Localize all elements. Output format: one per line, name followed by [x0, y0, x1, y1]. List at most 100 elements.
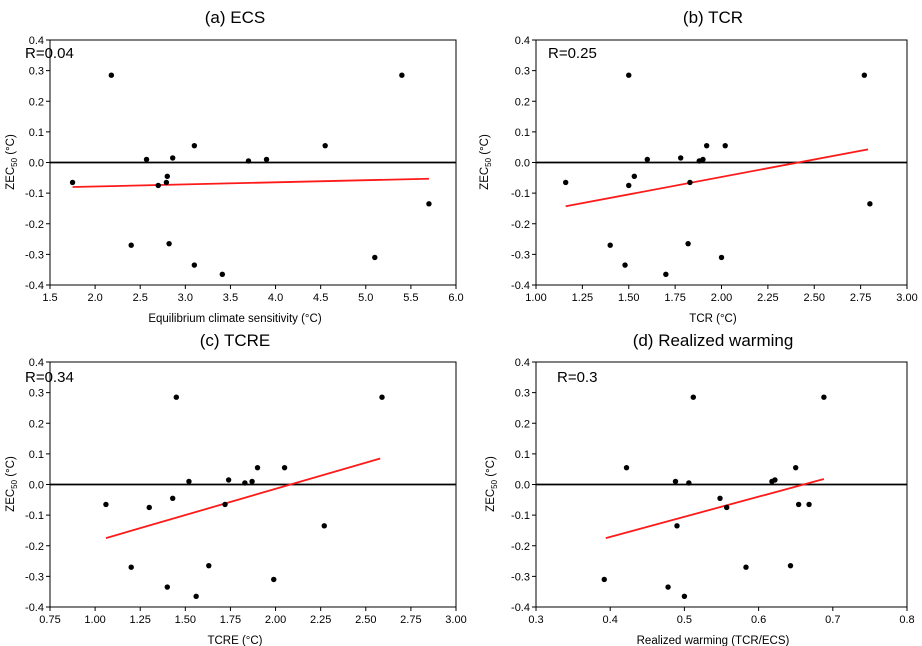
data-point — [686, 480, 692, 486]
y-tick-label: -0.1 — [511, 188, 530, 200]
x-tick-label: 2.25 — [310, 614, 331, 626]
correlation-label: R=0.3 — [557, 369, 597, 386]
y-tick-label: 0.3 — [515, 388, 530, 400]
y-tick-label: -0.4 — [25, 280, 44, 292]
data-point — [867, 201, 873, 207]
x-tick-label: 0.5 — [677, 614, 692, 626]
x-tick-label: 3.5 — [223, 292, 238, 304]
panel-title: (d) Realized warming — [633, 331, 794, 350]
panel-title: (b) TCR — [683, 8, 743, 27]
x-tick-label: 1.00 — [84, 614, 105, 626]
data-point — [674, 523, 680, 529]
y-tick-label: -0.2 — [511, 541, 530, 553]
data-point — [170, 495, 176, 501]
regression-line — [72, 177, 429, 188]
data-point — [163, 179, 170, 186]
data-point — [644, 156, 650, 163]
y-tick-label: -0.4 — [25, 602, 44, 614]
panel-realized-warming: (d) Realized warming R=0.3 Realized warm… — [485, 331, 915, 646]
y-axis-label-unit: (°C) — [485, 456, 497, 480]
data-point — [103, 501, 109, 508]
x-tick-label: 0.3 — [528, 614, 543, 626]
x-tick-label: 0.75 — [39, 614, 60, 626]
y-tick-label: -0.1 — [25, 510, 44, 522]
y-tick-label: 0.0 — [29, 480, 44, 492]
data-point — [379, 394, 385, 400]
x-tick-label: 2.50 — [355, 614, 376, 626]
y-tick-label: 0.3 — [29, 66, 44, 78]
data-point — [787, 562, 794, 569]
data-point — [821, 394, 827, 400]
data-point — [249, 478, 255, 485]
data-point — [623, 464, 630, 471]
data-point — [426, 201, 432, 207]
data-point — [242, 480, 248, 486]
data-point — [626, 72, 632, 78]
y-axis-label-main: ZEC — [5, 489, 17, 512]
panel-ecs: (a) ECS R=0.04 Equilibrium climate sensi… — [5, 8, 464, 325]
data-point — [743, 564, 749, 570]
data-point — [607, 242, 613, 248]
panel-title: (c) TCRE — [200, 331, 271, 350]
y-tick-label: -0.4 — [511, 602, 530, 614]
x-tick-label: 5.0 — [358, 292, 373, 304]
panel-tcr: (b) TCR R=0.25 TCR (°C) ZEC50 (°C) -0.4 -… — [479, 8, 918, 325]
x-tick-label: 1.5 — [42, 292, 57, 304]
data-point — [222, 501, 228, 508]
data-point — [687, 179, 693, 186]
x-tick-label: 0.4 — [603, 614, 618, 626]
data-point — [263, 156, 270, 163]
data-point — [690, 394, 697, 400]
y-tick-label: 0.4 — [515, 35, 530, 47]
y-axis-label-unit: (°C) — [5, 456, 17, 480]
y-tick-label: 0.3 — [515, 66, 530, 78]
data-point — [399, 72, 405, 78]
y-tick-label: 0.2 — [29, 418, 44, 430]
data-point — [372, 254, 378, 261]
data-point — [143, 156, 150, 163]
x-tick-label: 1.75 — [664, 292, 685, 304]
x-tick-label: 4.0 — [268, 292, 283, 304]
y-tick-label: 0.0 — [515, 480, 530, 492]
data-point — [806, 501, 812, 508]
data-point — [722, 142, 728, 149]
y-tick-label: 0.0 — [29, 158, 44, 170]
y-axis-label-main: ZEC — [5, 167, 17, 190]
y-tick-label: 0.4 — [29, 35, 44, 47]
x-tick-label: 2.00 — [265, 614, 286, 626]
x-axis-label: TCRE (°C) — [207, 635, 262, 646]
y-tick-label: 0.2 — [29, 96, 44, 108]
data-point — [186, 478, 192, 485]
x-tick-label: 6.0 — [448, 292, 463, 304]
y-tick-label: 0.1 — [29, 127, 44, 139]
correlation-label: R=0.25 — [548, 45, 597, 62]
data-point — [245, 158, 252, 164]
data-point — [601, 576, 607, 583]
y-tick-label: -0.3 — [25, 249, 44, 261]
data-point — [191, 262, 198, 268]
data-point — [723, 504, 730, 511]
data-point — [271, 576, 277, 583]
data-point — [626, 182, 632, 189]
x-tick-label: 4.5 — [313, 292, 328, 304]
data-point — [155, 182, 161, 189]
y-axis-label-subscript: 50 — [484, 157, 493, 166]
x-axis-label: TCR (°C) — [689, 313, 737, 325]
x-tick-label: 2.00 — [711, 292, 732, 304]
data-point — [772, 477, 778, 483]
x-axis-label: Equilibrium climate sensitivity (°C) — [148, 313, 321, 325]
x-tick-label: 2.50 — [804, 292, 825, 304]
data-point — [677, 155, 684, 161]
y-tick-label: 0.3 — [29, 388, 44, 400]
y-tick-label: -0.1 — [511, 510, 530, 522]
data-point — [164, 584, 170, 590]
x-tick-label: 0.8 — [899, 614, 914, 626]
x-tick-label: 2.75 — [400, 614, 421, 626]
x-tick-label: 3.00 — [896, 292, 917, 304]
data-point — [193, 593, 199, 599]
regression-line — [565, 148, 869, 208]
regression-line — [105, 457, 381, 539]
x-tick-label: 1.50 — [175, 614, 196, 626]
y-tick-label: -0.2 — [25, 219, 44, 231]
y-axis-label-subscript: 50 — [10, 479, 19, 488]
